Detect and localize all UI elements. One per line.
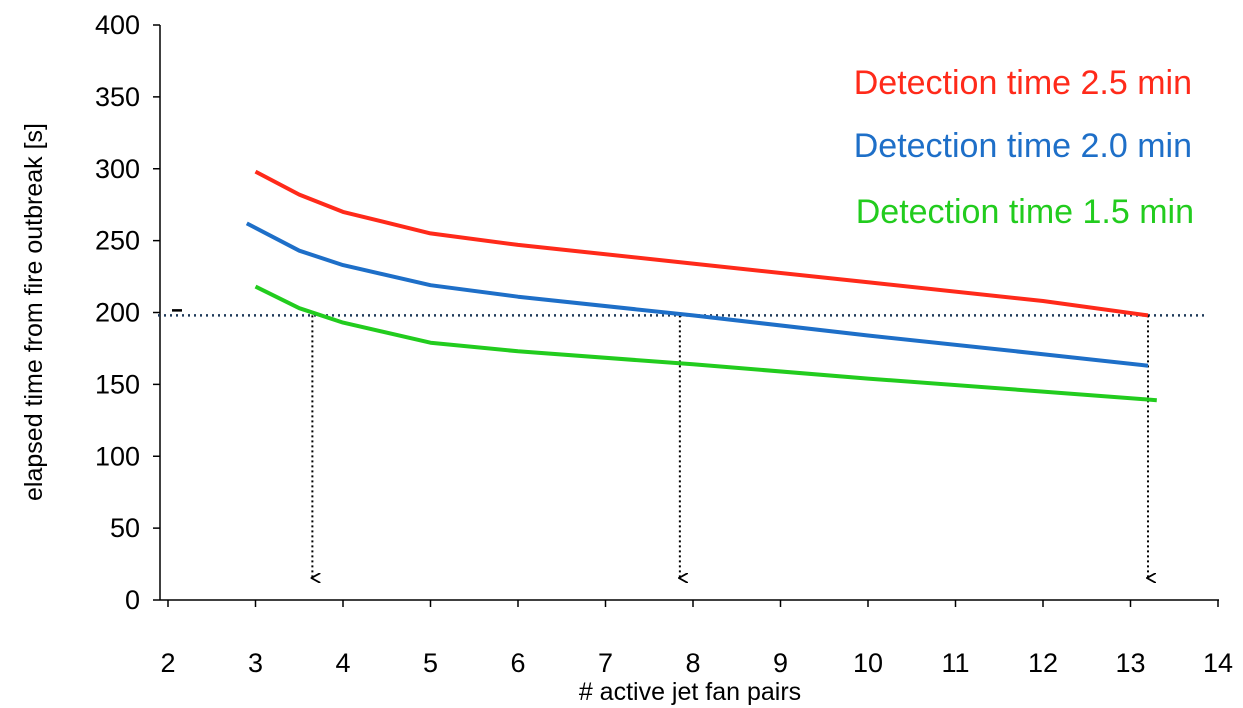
x-tick-label: 13 xyxy=(1115,648,1145,678)
y-ticks: 0 50 100 150 200 250 300 350 400 xyxy=(95,10,160,615)
x-tick-label: 3 xyxy=(248,648,263,678)
x-tick-label: 2 xyxy=(160,648,175,678)
x-ticks: 2 3 4 5 6 7 8 9 10 11 12 13 14 xyxy=(160,600,1233,678)
x-tick-label: 10 xyxy=(853,648,883,678)
x-tick-label: 11 xyxy=(941,648,969,678)
annotations xyxy=(158,309,1208,578)
x-axis-title: # active jet fan pairs xyxy=(579,678,801,706)
x-tick-label: 4 xyxy=(335,648,350,678)
legend: Detection time 2.5 min Detection time 2.… xyxy=(854,64,1194,231)
x-tick-label: 14 xyxy=(1203,648,1233,678)
y-tick-label: 400 xyxy=(95,10,140,40)
x-tick-label: 5 xyxy=(423,648,438,678)
x-tick-label: 6 xyxy=(510,648,525,678)
x-tick-label: 7 xyxy=(598,648,613,678)
y-tick-label: 200 xyxy=(95,298,140,328)
legend-entry-2-0-min: Detection time 2.0 min xyxy=(854,127,1192,165)
legend-entry-1-5-min: Detection time 1.5 min xyxy=(856,193,1194,231)
series-lines xyxy=(245,169,1157,403)
y-axis-title: elapsed time from fire outbreak [s] xyxy=(20,123,48,501)
y-tick-label: 250 xyxy=(95,226,140,256)
series-line-0 xyxy=(254,169,1149,318)
legend-entry-2-5-min: Detection time 2.5 min xyxy=(854,64,1192,102)
y-tick-label: 300 xyxy=(95,154,140,184)
x-tick-label: 12 xyxy=(1028,648,1058,678)
y-tick-label: 150 xyxy=(95,369,140,399)
y-tick-label: 100 xyxy=(95,441,140,471)
y-tick-label: 0 xyxy=(125,585,140,615)
series-line-1 xyxy=(245,221,1149,368)
x-tick-label: 8 xyxy=(685,648,700,678)
series-line-2 xyxy=(254,284,1157,403)
y-tick-label: 350 xyxy=(95,82,140,112)
x-tick-label: 9 xyxy=(773,648,788,678)
y-tick-label: 50 xyxy=(110,513,140,543)
